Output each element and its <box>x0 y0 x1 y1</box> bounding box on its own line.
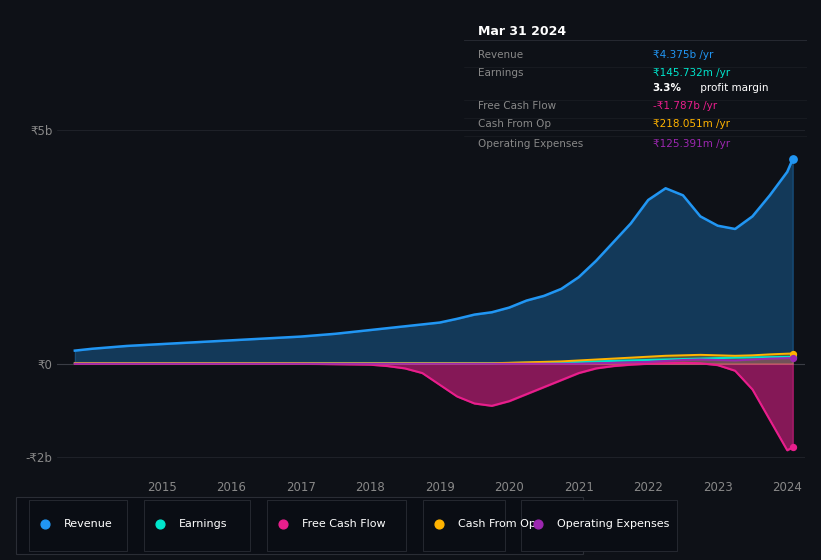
Text: Operating Expenses: Operating Expenses <box>478 139 583 149</box>
Text: ₹4.375b /yr: ₹4.375b /yr <box>653 50 713 60</box>
Text: Earnings: Earnings <box>478 68 523 78</box>
Point <box>277 519 290 528</box>
Point <box>433 519 446 528</box>
Text: ₹218.051m /yr: ₹218.051m /yr <box>653 119 730 129</box>
Text: Free Cash Flow: Free Cash Flow <box>478 101 556 111</box>
Text: profit margin: profit margin <box>697 83 768 93</box>
Text: Revenue: Revenue <box>478 50 523 60</box>
Text: Cash From Op: Cash From Op <box>478 119 551 129</box>
Text: -₹1.787b /yr: -₹1.787b /yr <box>653 101 717 111</box>
Text: 3.3%: 3.3% <box>653 83 681 93</box>
FancyBboxPatch shape <box>521 500 677 551</box>
Point <box>154 519 167 528</box>
FancyBboxPatch shape <box>267 500 406 551</box>
FancyBboxPatch shape <box>29 500 127 551</box>
FancyBboxPatch shape <box>16 497 583 554</box>
Text: ₹145.732m /yr: ₹145.732m /yr <box>653 68 730 78</box>
Point <box>787 353 800 362</box>
Text: ₹125.391m /yr: ₹125.391m /yr <box>653 139 730 149</box>
Point <box>39 519 52 528</box>
Point <box>531 519 544 528</box>
Point <box>787 352 800 361</box>
Text: Mar 31 2024: Mar 31 2024 <box>478 25 566 38</box>
Point <box>787 349 800 358</box>
Text: Cash From Op: Cash From Op <box>458 519 536 529</box>
Text: Operating Expenses: Operating Expenses <box>557 519 669 529</box>
Text: Earnings: Earnings <box>179 519 227 529</box>
Point <box>787 443 800 452</box>
Text: Revenue: Revenue <box>64 519 112 529</box>
Point <box>787 155 800 164</box>
FancyBboxPatch shape <box>144 500 250 551</box>
Text: Free Cash Flow: Free Cash Flow <box>302 519 386 529</box>
FancyBboxPatch shape <box>423 500 505 551</box>
